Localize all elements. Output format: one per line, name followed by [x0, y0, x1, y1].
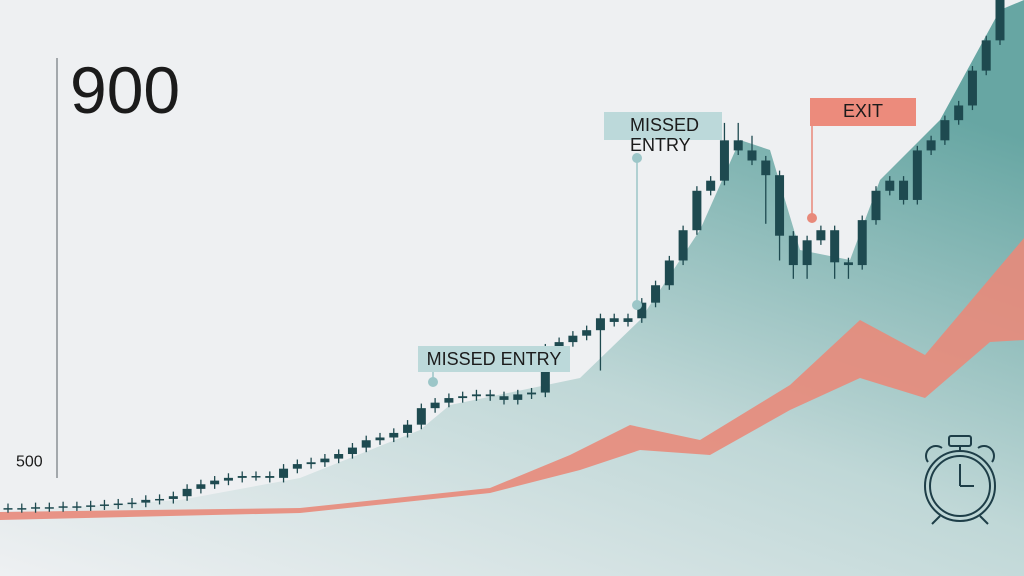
candle-body [210, 480, 220, 485]
candle-body [954, 105, 964, 121]
candle-body [871, 190, 881, 221]
candle-body [788, 235, 798, 266]
candle-body [86, 505, 96, 507]
candle-body [651, 285, 661, 303]
candle-body [306, 462, 316, 465]
candle-body [458, 396, 468, 399]
candle-body [265, 476, 275, 478]
candle-body [58, 506, 68, 508]
candle-body [223, 477, 233, 481]
annotation: MISSED ENTRY [427, 349, 562, 369]
pin-dot [632, 153, 642, 163]
candle-body [885, 180, 895, 191]
candle-body [719, 140, 729, 181]
candle-body [471, 394, 481, 397]
candle-body [912, 150, 922, 200]
candle-body [416, 408, 426, 425]
candle-body [389, 432, 399, 438]
candle-body [347, 447, 357, 455]
candle-body [251, 476, 261, 478]
candles [3, 0, 1005, 513]
candle-body [664, 260, 674, 286]
candle-body [843, 262, 853, 266]
candle-body [940, 120, 950, 141]
annotation: ENTRY [630, 135, 691, 155]
candle-body [637, 302, 647, 319]
candle-body [899, 180, 909, 200]
y-tick-label: 500 [16, 453, 43, 470]
annotation: EXIT [843, 101, 883, 121]
candle-body [279, 468, 289, 478]
candle-body [678, 230, 688, 261]
candle-body [692, 190, 702, 231]
candle-body [499, 396, 509, 400]
candle-body [747, 150, 757, 161]
y-tick-label: 900 [70, 53, 180, 127]
candle-body [816, 230, 826, 241]
candle-body [17, 508, 27, 510]
candle-body [981, 40, 991, 71]
candle-body [485, 394, 495, 397]
candle-body [595, 318, 605, 331]
candle-body [168, 496, 178, 499]
candle-body [361, 440, 371, 448]
candle-body [196, 484, 206, 489]
candle-body [237, 476, 247, 478]
annotation-box [810, 98, 916, 126]
annotation: MISSED [630, 115, 699, 135]
candle-body [967, 70, 977, 106]
candle-body [733, 140, 743, 151]
candle-body [31, 507, 41, 509]
candle-body [761, 160, 771, 176]
salmon-band [0, 238, 1024, 520]
candle-body [182, 488, 192, 497]
candle-body [430, 402, 440, 409]
candle-body [155, 498, 165, 501]
candle-body [292, 464, 302, 469]
candle-body [802, 240, 812, 266]
candle-body [706, 180, 716, 191]
candle-body [926, 140, 936, 151]
candle-body [554, 342, 564, 349]
candle-body [830, 230, 840, 263]
candle-body [444, 398, 454, 403]
clock-icon [924, 435, 996, 525]
candle-body [72, 506, 82, 508]
candle-body [568, 335, 578, 343]
pin-dot [428, 377, 438, 387]
annotation-box [418, 346, 570, 372]
candle-body [99, 504, 109, 506]
candle-body [141, 499, 151, 503]
pin-dot [807, 213, 817, 223]
candle-body [113, 503, 123, 506]
candle-body [320, 458, 330, 463]
annotation-box [604, 112, 722, 140]
candle-body [609, 318, 619, 322]
candle-body [513, 394, 523, 400]
candle-body [857, 220, 867, 266]
candle-body [582, 330, 592, 336]
candle-body [623, 318, 633, 322]
candle-body [127, 502, 137, 505]
pin-dot [632, 300, 642, 310]
candle-body [527, 392, 537, 395]
candle-body [375, 437, 385, 441]
candle-body [403, 424, 413, 433]
candle-body [3, 508, 13, 510]
candle-body [995, 0, 1005, 41]
candle-body [775, 175, 785, 236]
candle-body [44, 507, 54, 509]
candle-body [334, 454, 344, 459]
